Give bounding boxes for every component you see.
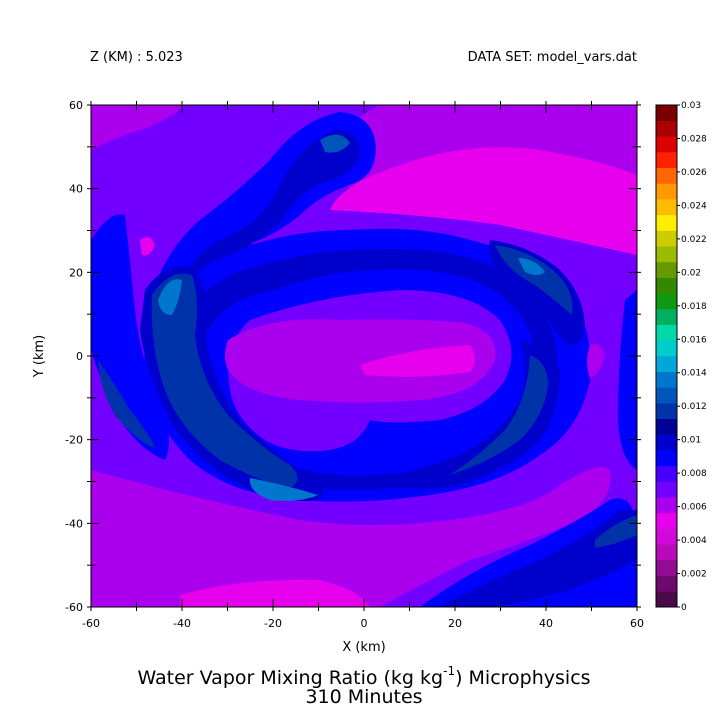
colorbar-swatch <box>656 387 677 404</box>
colorbar-swatch <box>656 559 677 576</box>
colorbar-label: 0.02 <box>681 268 701 278</box>
contour-west-band-inner <box>151 273 298 488</box>
colorbar-swatch <box>656 450 677 467</box>
level-header: Z (KM) : 5.023 <box>90 50 183 65</box>
contour-nw-arc-core <box>180 129 360 285</box>
x-tick-label: 0 <box>361 617 368 630</box>
contour-east-arc-outer <box>380 340 560 489</box>
colorbar-swatch <box>656 308 677 325</box>
colorbar-swatch <box>656 214 677 231</box>
colorbar-swatch <box>656 136 677 153</box>
contour-east-band-inner <box>495 245 573 315</box>
colorbar-swatch <box>656 528 677 545</box>
contour-eye-peak <box>360 345 475 377</box>
colorbar-label: 0.008 <box>681 469 707 479</box>
contour-small-west-cell <box>140 236 155 256</box>
y-tick-label: 40 <box>69 183 83 196</box>
y-tick-label: -40 <box>65 517 83 530</box>
contour-east-arc-core <box>450 355 548 475</box>
axis-ticks <box>87 101 641 611</box>
colorbar-frame <box>655 104 678 608</box>
colorbar-label: 0.024 <box>681 201 707 211</box>
colorbar-swatch <box>656 324 677 341</box>
colorbar-swatch <box>656 591 677 608</box>
colorbar-labels: 0 0.002 0.004 0.006 0.008 0.01 0.012 0.014 0.016… <box>681 101 707 613</box>
colorbar-swatch <box>656 105 677 121</box>
contour-top-right-peak <box>405 176 455 190</box>
colorbar-swatch <box>656 152 677 169</box>
colorbar <box>655 104 680 608</box>
colorbar-label: 0.022 <box>681 235 707 245</box>
contour-top-left-band <box>91 105 185 150</box>
x-tick-label: 20 <box>448 617 462 630</box>
chart-title-tail: ) Microphysics <box>455 667 590 689</box>
colorbar-label: 0.028 <box>681 134 707 144</box>
y-tick-labels: -60 -40 -20 0 20 40 60 <box>65 99 83 614</box>
contour-east-edge-cell <box>587 343 605 378</box>
contour-bottom-peak <box>180 579 370 607</box>
contour-east-cell <box>518 258 545 275</box>
colorbar-swatch <box>656 167 677 184</box>
chart-title: Water Vapor Mixing Ratio (kg kg-1) Micro… <box>137 664 590 689</box>
colorbar-label: 0.01 <box>681 436 701 446</box>
colorbar-label: 0.004 <box>681 536 707 546</box>
colorbar-label: 0.018 <box>681 302 707 312</box>
colorbar-swatch <box>656 183 677 200</box>
contour-field <box>91 105 637 607</box>
colorbar-swatch <box>656 371 677 388</box>
colorbar-swatch <box>656 465 677 482</box>
chart-title-superscript: -1 <box>443 664 455 678</box>
y-tick-label: -60 <box>65 601 83 614</box>
colorbar-swatch <box>656 418 677 435</box>
y-tick-label: -20 <box>65 434 83 447</box>
colorbar-swatch <box>656 340 677 357</box>
contour-top-right-core <box>330 147 637 255</box>
x-tick-label: -40 <box>173 617 191 630</box>
contour-east-edge-band <box>618 290 637 470</box>
colorbar-label: 0.002 <box>681 570 707 580</box>
x-tick-label: -60 <box>82 617 100 630</box>
x-tick-label: 40 <box>539 617 553 630</box>
contour-sw-cell <box>249 478 318 501</box>
colorbar-swatch <box>656 544 677 561</box>
colorbar-swatch <box>656 512 677 529</box>
contour-far-west-core <box>98 360 155 448</box>
colorbar-swatch <box>656 403 677 420</box>
colorbar-swatch <box>656 277 677 294</box>
colorbar-label: 0.016 <box>681 335 707 345</box>
colorbar-label: 0.026 <box>681 168 707 178</box>
contour-eye-core <box>225 319 496 403</box>
y-tick-label: 0 <box>76 350 83 363</box>
colorbar-label: 0.03 <box>681 101 701 111</box>
x-tick-labels: -60 -40 -20 0 20 40 60 <box>82 617 644 630</box>
colorbar-swatch <box>656 293 677 310</box>
colorbar-label: 0.006 <box>681 503 707 513</box>
y-axis-label: Y (km) <box>32 335 47 378</box>
colorbar-swatch <box>656 261 677 278</box>
contour-west-cell <box>158 279 182 315</box>
x-tick-label: -20 <box>264 617 282 630</box>
contour-south-east-band-inner <box>440 510 637 607</box>
x-axis-label: X (km) <box>342 640 385 655</box>
contour-south-east-cell <box>595 515 637 548</box>
colorbar-swatch <box>656 230 677 247</box>
contour-nw-arc-cell <box>320 134 350 153</box>
colorbar-swatch <box>656 356 677 372</box>
colorbar-swatch <box>656 575 677 592</box>
x-tick-label: 60 <box>630 617 644 630</box>
colorbar-swatch <box>656 246 677 263</box>
dataset-header: DATA SET: model_vars.dat <box>468 50 637 65</box>
colorbar-swatch <box>656 120 677 137</box>
colorbar-swatch <box>656 481 677 498</box>
colorbar-label: 0 <box>681 603 687 613</box>
chart-subtitle: 310 Minutes <box>305 686 422 708</box>
colorbar-label: 0.012 <box>681 402 707 412</box>
colorbar-swatch <box>656 497 677 514</box>
colorbar-label: 0.014 <box>681 369 707 379</box>
colorbar-swatch <box>656 199 677 216</box>
y-tick-label: 60 <box>69 99 83 112</box>
colorbar-swatch <box>656 434 677 451</box>
y-tick-label: 20 <box>69 266 83 279</box>
